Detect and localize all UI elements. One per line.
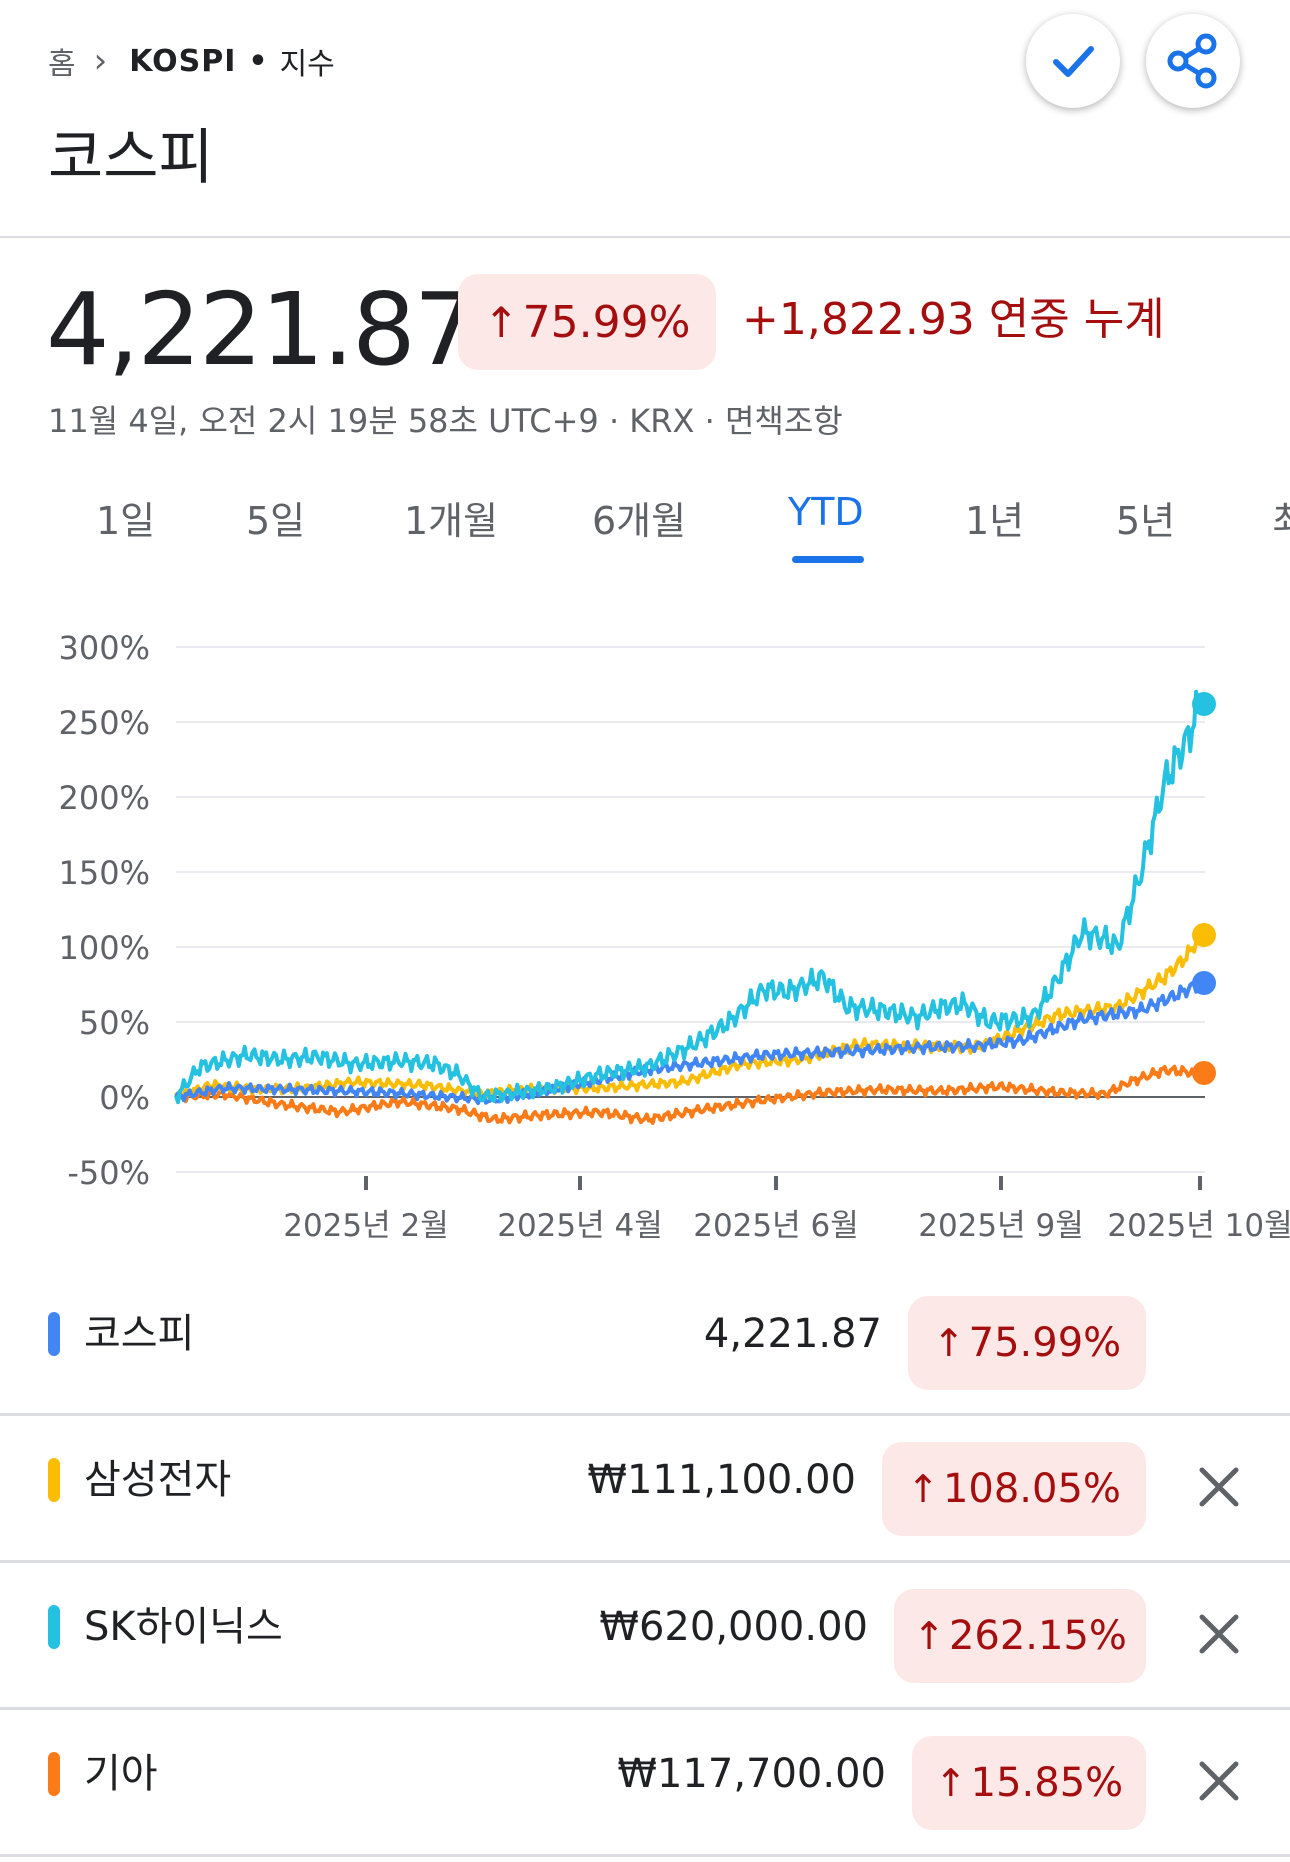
row-change-badge: ↑ 108.05% — [882, 1442, 1146, 1536]
row-change: 15.85% — [970, 1760, 1124, 1806]
tab-1y[interactable]: 1년 — [965, 499, 1025, 543]
close-icon[interactable] — [1194, 1756, 1244, 1806]
tab-6m[interactable]: 6개월 — [592, 499, 687, 543]
y-axis: 300% 250% 200% 150% 100% 50% 0% -50% — [59, 629, 150, 1192]
price-value: 4,221.87 — [46, 271, 477, 388]
y-tick-label: 150% — [59, 854, 150, 892]
breadcrumb-dot: • — [248, 43, 268, 79]
tab-1d[interactable]: 1일 — [96, 499, 156, 543]
y-tick-label: 300% — [59, 629, 150, 667]
list-item[interactable]: SK하이닉스 ₩620,000.00 ↑ 262.15% — [0, 1563, 1290, 1709]
divider — [0, 1707, 1290, 1710]
breadcrumb-ticker: KOSPI — [129, 43, 237, 79]
row-price: ₩111,100.00 — [587, 1457, 856, 1503]
tab-ytd[interactable]: YTD — [788, 490, 864, 534]
x-tick-label: 2025년 2월 — [283, 1208, 449, 1244]
divider — [0, 1854, 1290, 1857]
series-end-markers — [1192, 692, 1216, 1085]
arrow-up-icon: ↑ — [907, 1467, 939, 1511]
x-tick-label: 2025년 10월 — [1107, 1208, 1290, 1244]
share-icon — [1167, 33, 1217, 89]
tab-5d[interactable]: 5일 — [246, 499, 306, 543]
share-button[interactable] — [1146, 14, 1240, 108]
active-tab-indicator — [792, 556, 864, 563]
series-swatch — [48, 1458, 60, 1502]
close-icon[interactable] — [1194, 1462, 1244, 1512]
x-tick-label: 2025년 9월 — [918, 1208, 1084, 1244]
x-tick-label: 2025년 4월 — [497, 1208, 663, 1244]
price-chart[interactable]: 300%250%200%150%100%50%0%-50% 2025년 2월 20… — [0, 610, 1290, 1250]
row-price: ₩620,000.00 — [599, 1604, 868, 1650]
x-axis: 2025년 2월 2025년 4월 2025년 6월 2025년 9월 2025년 10… — [283, 1176, 1290, 1244]
breadcrumb: 홈 › KOSPI • 지수 — [48, 38, 335, 84]
series-end-dot — [1192, 692, 1216, 716]
x-tick-label: 2025년 6월 — [693, 1208, 859, 1244]
series-lines — [174, 689, 1202, 1125]
row-name: 삼성전자 — [84, 1457, 232, 1503]
y-tick-label: 100% — [59, 929, 150, 967]
header: 홈 › KOSPI • 지수 코스피 — [0, 0, 1290, 238]
row-change-badge: ↑ 75.99% — [908, 1296, 1146, 1390]
row-name: SK하이닉스 — [84, 1604, 283, 1650]
series-line — [174, 931, 1202, 1100]
y-tick-label: 50% — [79, 1004, 150, 1042]
change-amount: +1,822.93 연중 누계 — [742, 294, 1165, 345]
row-change-badge: ↑ 262.15% — [894, 1589, 1146, 1683]
timestamp: 11월 4일, 오전 2시 19분 58초 UTC+9 · KRX · 면책조항 — [48, 402, 843, 440]
row-price: 4,221.87 — [703, 1311, 882, 1357]
row-name: 기아 — [84, 1751, 158, 1797]
row-name: 코스피 — [84, 1311, 195, 1357]
chevron-right-icon: › — [93, 41, 108, 81]
change-percent: 75.99% — [522, 296, 691, 348]
page-title: 코스피 — [48, 123, 214, 193]
series-end-dot — [1192, 971, 1216, 995]
row-change: 75.99% — [968, 1320, 1122, 1366]
arrow-up-icon: ↑ — [934, 1761, 967, 1805]
range-tabs: 1일 5일 1개월 6개월 YTD 1년 5년 최 — [0, 490, 1290, 570]
series-swatch — [48, 1605, 60, 1649]
row-change-badge: ↑ 15.85% — [912, 1736, 1146, 1830]
series-swatch — [48, 1752, 60, 1796]
tab-max[interactable]: 최 — [1272, 499, 1290, 543]
list-item[interactable]: 삼성전자 ₩111,100.00 ↑ 108.05% — [0, 1416, 1290, 1562]
divider — [0, 1413, 1290, 1416]
row-change: 262.15% — [948, 1613, 1127, 1659]
list-item[interactable]: 코스피 4,221.87 ↑ 75.99% — [0, 1262, 1290, 1408]
tab-5y[interactable]: 5년 — [1116, 499, 1176, 543]
y-gridlines — [176, 646, 1205, 1173]
y-tick-label: 200% — [59, 779, 150, 817]
series-end-dot — [1192, 923, 1216, 947]
divider — [0, 1560, 1290, 1563]
series-line — [174, 981, 1202, 1106]
list-item[interactable]: 기아 ₩117,700.00 ↑ 15.85% — [0, 1710, 1290, 1856]
check-icon — [1053, 46, 1094, 77]
row-change: 108.05% — [942, 1466, 1121, 1512]
series-line — [174, 689, 1202, 1105]
y-tick-label: 250% — [59, 704, 150, 742]
arrow-up-icon: ↑ — [483, 297, 519, 347]
series-swatch — [48, 1312, 60, 1356]
arrow-up-icon: ↑ — [913, 1614, 945, 1658]
close-icon[interactable] — [1194, 1609, 1244, 1659]
series-line — [174, 1064, 1202, 1125]
follow-button[interactable] — [1026, 14, 1120, 108]
breadcrumb-home[interactable]: 홈 — [48, 47, 76, 82]
change-percent-badge: ↑ 75.99% — [458, 274, 716, 370]
row-price: ₩117,700.00 — [617, 1751, 886, 1797]
y-tick-label: -50% — [67, 1154, 150, 1192]
arrow-up-icon: ↑ — [932, 1321, 965, 1365]
breadcrumb-type: 지수 — [279, 47, 335, 82]
series-end-dot — [1192, 1061, 1216, 1085]
y-tick-label: 0% — [99, 1079, 150, 1117]
tab-1m[interactable]: 1개월 — [404, 499, 499, 543]
